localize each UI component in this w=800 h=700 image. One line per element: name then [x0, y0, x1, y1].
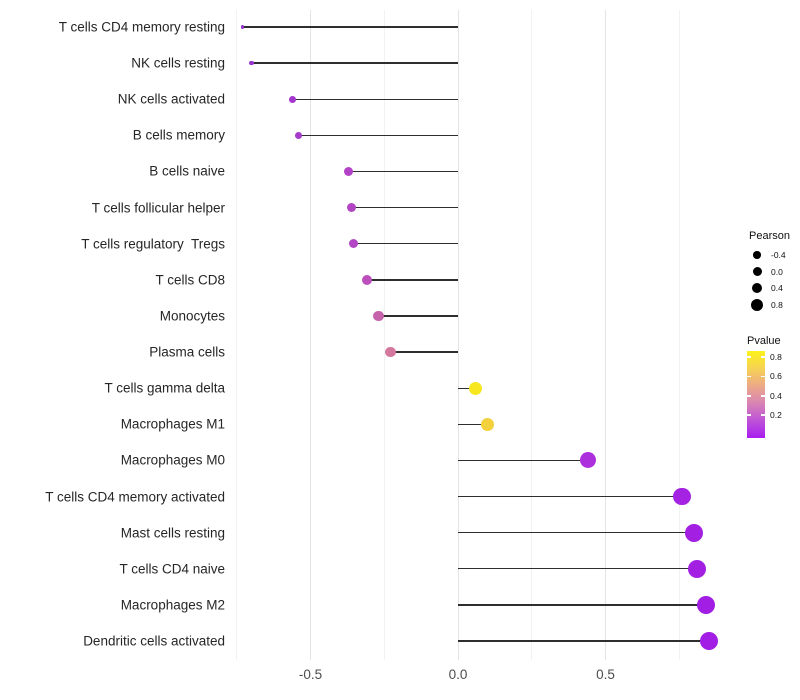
- legend-size-dot: [753, 251, 761, 259]
- x-axis-tick-label: -0.5: [298, 667, 323, 682]
- lollipop-dot: [480, 417, 495, 432]
- lollipop-stem: [458, 568, 697, 570]
- y-axis-label: NK cells activated: [117, 91, 225, 107]
- y-axis-label: T cells CD8: [155, 272, 225, 288]
- lollipop-stem: [251, 62, 458, 64]
- lollipop-stem: [458, 495, 683, 498]
- lollipop-stem: [378, 315, 458, 317]
- colorbar-tick: [761, 356, 765, 358]
- y-axis-label: T cells regulatory Tregs: [81, 236, 225, 252]
- colorbar-tick-label: 0.8: [770, 352, 782, 362]
- gridline: [457, 10, 459, 660]
- y-axis-label: Macrophages M1: [120, 416, 225, 432]
- y-axis-label: T cells follicular helper: [91, 200, 225, 216]
- lollipop-dot: [673, 487, 692, 506]
- y-axis-label: T cells gamma delta: [104, 380, 225, 396]
- lollipop-dot: [361, 274, 372, 285]
- y-axis-label: B cells memory: [132, 127, 225, 143]
- x-axis-tick-label: 0.5: [596, 667, 615, 682]
- y-axis-label: Macrophages M0: [120, 452, 225, 468]
- lollipop-stem: [458, 604, 706, 606]
- gridline: [236, 10, 238, 660]
- lollipop-dot: [469, 381, 483, 395]
- gridline: [605, 10, 606, 660]
- y-axis-label: Monocytes: [159, 308, 225, 324]
- gridline: [531, 10, 533, 660]
- gridline: [310, 10, 311, 660]
- colorbar-tick-label: 0.4: [770, 390, 782, 401]
- lollipop-stem: [458, 640, 709, 642]
- lollipop-dot: [384, 346, 396, 358]
- legend-size-dot: [752, 267, 762, 276]
- colorbar-tick: [761, 395, 765, 397]
- lollipop-stem: [348, 170, 458, 173]
- lollipop-stem: [458, 423, 488, 425]
- lollipop-dot: [347, 202, 357, 213]
- lollipop-stem: [458, 387, 476, 389]
- colorbar-tick: [747, 414, 751, 416]
- colorbar-tick-label: 0.6: [770, 371, 782, 382]
- colorbar-tick: [747, 395, 751, 397]
- y-axis-label: T cells CD4 memory resting: [58, 19, 225, 35]
- y-axis-label: Dendritic cells activated: [83, 633, 225, 649]
- legend-size-label: 0.4: [771, 283, 783, 293]
- lollipop-dot: [699, 631, 718, 651]
- pvalue-colorbar: [747, 351, 765, 438]
- legend-size-label: 0.8: [771, 299, 783, 310]
- legend-size-dot: [751, 282, 763, 294]
- colorbar-tick: [761, 414, 765, 416]
- lollipop-dot: [289, 95, 297, 103]
- lollipop-dot: [295, 131, 303, 139]
- lollipop-dot: [687, 559, 707, 578]
- gridline: [678, 10, 680, 660]
- lollipop-stem: [298, 134, 458, 137]
- gridline: [383, 10, 385, 660]
- lollipop-dot: [696, 595, 715, 615]
- colorbar-tick: [747, 356, 751, 358]
- lollipop-stem: [351, 206, 458, 209]
- lollipop-stem: [458, 531, 694, 534]
- lollipop-dot: [684, 523, 704, 542]
- colorbar-tick-label: 0.2: [770, 410, 782, 421]
- legend-pearson-title: Pearson: [749, 230, 790, 242]
- y-axis-label: B cells naive: [149, 163, 225, 179]
- y-axis-label: T cells CD4 naive: [119, 561, 225, 577]
- legend-size-label: -0.4: [771, 250, 786, 260]
- y-axis-label: Macrophages M2: [120, 597, 225, 613]
- y-axis-label: Plasma cells: [149, 344, 225, 360]
- lollipop-dot: [348, 238, 358, 249]
- lollipop-stem: [366, 279, 458, 281]
- y-axis-label: NK cells resting: [131, 55, 225, 71]
- lollipop-stem: [242, 26, 458, 28]
- lollipop-stem: [458, 459, 588, 462]
- lollipop-stem: [292, 98, 458, 100]
- legend-size-dot: [751, 298, 763, 311]
- y-axis-label: T cells CD4 memory activated: [45, 489, 225, 505]
- legend-size-label: 0.0: [771, 266, 783, 277]
- lollipop-dot: [344, 166, 354, 177]
- lollipop-dot: [579, 452, 596, 469]
- lollipop-dot: [373, 310, 384, 322]
- lollipop-dot: [240, 25, 245, 29]
- lollipop-stem: [353, 243, 458, 245]
- y-axis-label: Mast cells resting: [120, 525, 225, 541]
- colorbar-tick: [747, 375, 751, 378]
- lollipop-stem: [390, 351, 458, 353]
- colorbar-tick: [761, 375, 765, 378]
- legend-pvalue-title: Pvalue: [747, 335, 781, 347]
- x-axis-tick-label: 0.0: [448, 667, 468, 682]
- lollipop-dot: [249, 60, 254, 66]
